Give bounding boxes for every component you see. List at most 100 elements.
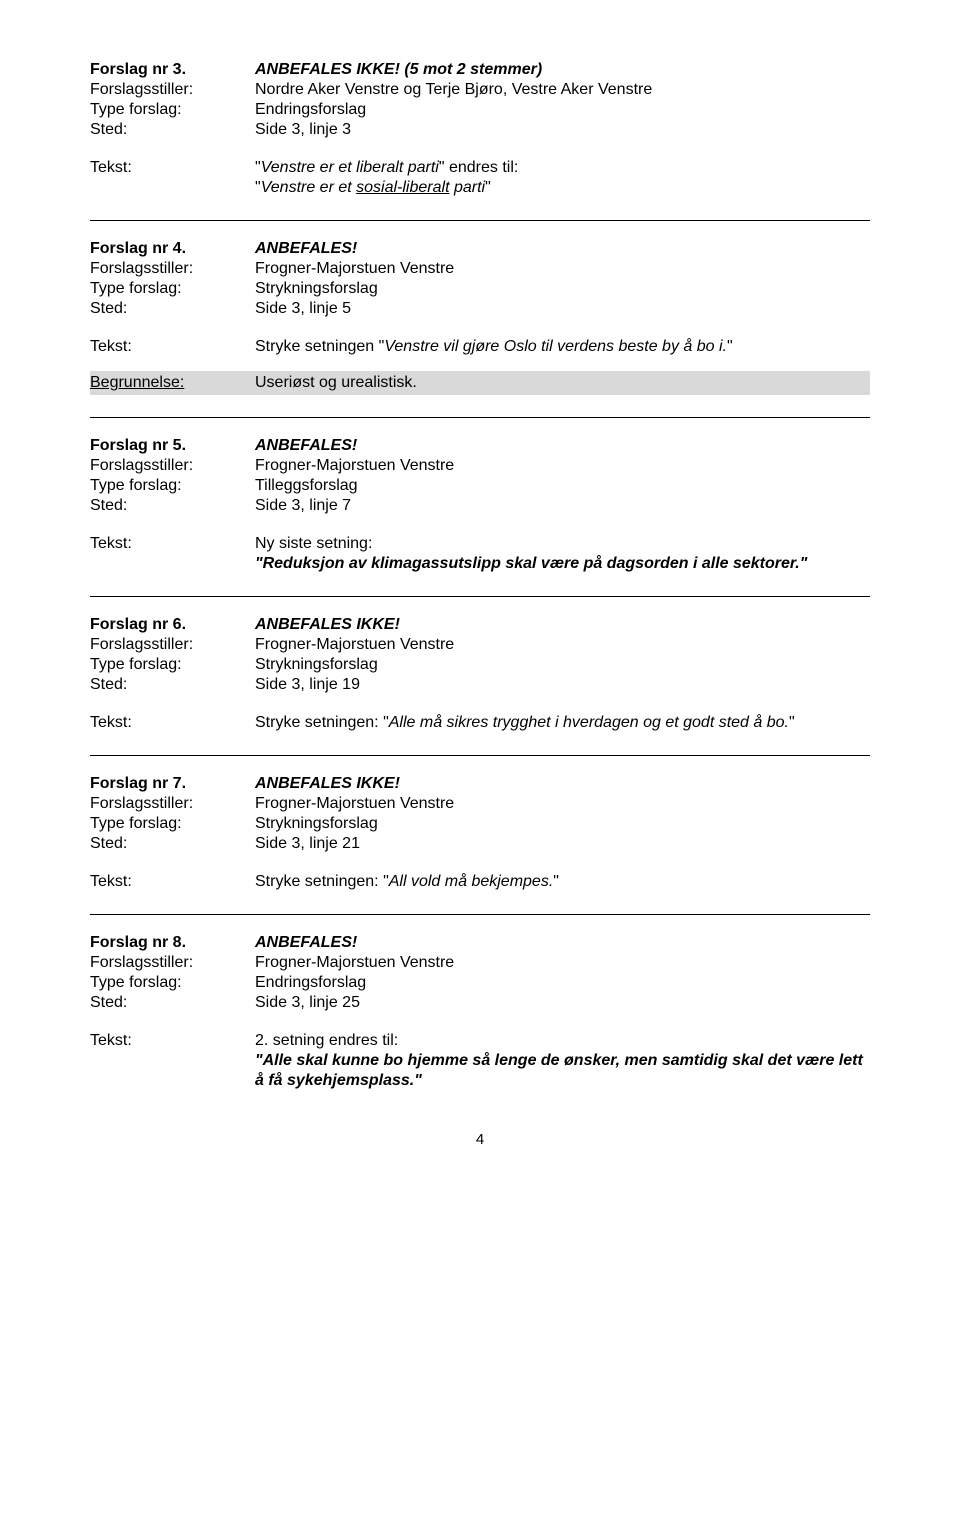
row-sted: Sted: Side 3, linje 5 <box>90 299 870 319</box>
row-begrunnelse: Begrunnelse: Useriøst og urealistisk. <box>90 371 870 395</box>
ing: Forslagsstiller: Frogner-Majorstuen Vens… <box>90 794 870 814</box>
value-tekst: Stryke setningen: "Alle må sikres tryggh… <box>255 713 870 733</box>
proposal-5: Forslag nr 5. ANBEFALES! Forslagsstiller… <box>90 436 870 574</box>
tekst-pre: 2. setning endres til: <box>255 1032 398 1049</box>
tekst-bolditalic: "Reduksjon av klimagassutslipp skal være… <box>255 555 807 572</box>
value-begrunnelse: Useriøst og urealistisk. <box>255 373 870 393</box>
separator <box>90 596 870 597</box>
tekst-post: " <box>553 873 559 890</box>
tekst-italic: Venstre vil gjøre Oslo til verdens beste… <box>384 338 727 355</box>
row-type: Type forslag: Endringsforslag <box>90 100 870 120</box>
label-type: Type forslag: <box>90 476 255 496</box>
tekst-italic: Alle må sikres trygghet i hverdagen og e… <box>389 714 789 731</box>
row-tekst: Tekst: Stryke setningen: "All vold må be… <box>90 872 870 892</box>
value-tekst: Stryke setningen "Venstre vil gjøre Oslo… <box>255 337 870 357</box>
label-tekst: Tekst: <box>90 158 255 198</box>
tekst-pre: Ny siste setning: <box>255 535 372 552</box>
proposal-8: Forslag nr 8. ANBEFALES! Forslagsstiller… <box>90 933 870 1091</box>
row-stiller: Forslagsstiller: Frogner-Majorstuen Vens… <box>90 456 870 476</box>
row-tekst: Tekst: Ny siste setning:"Reduksjon av kl… <box>90 534 870 574</box>
label-stiller: Forslagsstiller: <box>90 635 255 655</box>
row-type: Type forslag: Strykningsforslag <box>90 279 870 299</box>
proposal-status: ANBEFALES! <box>255 239 870 259</box>
proposal-status: ANBEFALES IKKE! <box>255 774 870 794</box>
proposal-status: ANBEFALES IKKE! (5 mot 2 stemmer) <box>255 60 870 80</box>
tekst-italic-2-pre: Venstre er et <box>261 179 356 196</box>
value-tekst: Ny siste setning: "Reduksjon av klimagass… <box>255 534 870 574</box>
separator <box>90 914 870 915</box>
proposal-status: ANBEFALES! <box>255 436 870 456</box>
tekst-post: " <box>727 338 733 355</box>
value-sted: Side 3, linje 25 <box>255 993 870 1013</box>
label-tekst: Tekst: <box>90 337 255 357</box>
value-stiller: Frogner-Majorstuen Venstre <box>255 456 870 476</box>
tekst-underline: sosial-liberalt <box>356 179 449 196</box>
proposal-nr: Forslag nr 5. <box>90 436 255 456</box>
value-type: Tilleggsforslag <box>255 476 870 496</box>
label-stiller: Forslagsstiller: <box>90 953 255 973</box>
value-type: Endringsforslag <box>255 973 870 993</box>
separator <box>90 417 870 418</box>
row-type: Type forslag: Strykningsforslag <box>90 655 870 675</box>
tekst-italic-2-post: parti <box>450 179 486 196</box>
row-stiller: Forslagsstiller: Frogner-Majorstuen Vens… <box>90 953 870 973</box>
proposal-nr: Forslag nr 3. <box>90 60 255 80</box>
value-sted: Side 3, linje 5 <box>255 299 870 319</box>
tekst-pre: Stryke setningen: " <box>255 873 389 890</box>
label-tekst: Tekst: <box>90 872 255 892</box>
proposal-header: Forslag nr 5. ANBEFALES! <box>90 436 870 456</box>
label-stiller: Forslagsstiller: <box>90 456 255 476</box>
tekst-pre: Stryke setningen: " <box>255 714 389 731</box>
tekst-italic: All vold må bekjempes. <box>389 873 554 890</box>
value-type: Strykningsforslag <box>255 655 870 675</box>
separator <box>90 220 870 221</box>
label-sted: Sted: <box>90 993 255 1013</box>
tekst-bolditalic: "Alle skal kunne bo hjemme så lenge de ø… <box>255 1052 863 1089</box>
row-sted: Sted: Side 3, linje 7 <box>90 496 870 516</box>
proposal-nr: Forslag nr 8. <box>90 933 255 953</box>
value-stiller: Frogner-Majorstuen Venstre <box>255 794 870 814</box>
proposal-nr: Forslag nr 4. <box>90 239 255 259</box>
value-stiller: Frogner-Majorstuen Venstre <box>255 635 870 655</box>
label-sted: Sted: <box>90 496 255 516</box>
proposal-status: ANBEFALES IKKE! <box>255 615 870 635</box>
label-type: Type forslag: <box>90 655 255 675</box>
label-sted: Sted: <box>90 675 255 695</box>
tekst-italic-1: Venstre er et liberalt parti <box>261 159 439 176</box>
row-type: Type forslag: Strykningsforslag <box>90 814 870 834</box>
proposal-nr: Forslag nr 6. <box>90 615 255 635</box>
value-sted: Side 3, linje 7 <box>255 496 870 516</box>
page-number: 4 <box>90 1131 870 1150</box>
proposal-header: Forslag nr 4. ANBEFALES! <box>90 239 870 259</box>
label-type: Type forslag: <box>90 100 255 120</box>
row-tekst: Tekst: "Venstre er et liberalt parti" en… <box>90 158 870 198</box>
label-sted: Sted: <box>90 120 255 140</box>
label-type: Type forslag: <box>90 279 255 299</box>
tekst-pre: Stryke setningen " <box>255 338 384 355</box>
label-tekst: Tekst: <box>90 713 255 733</box>
label-sted: Sted: <box>90 299 255 319</box>
value-stiller: Frogner-Majorstuen Venstre <box>255 259 870 279</box>
row-tekst: Tekst: 2. setning endres til: "Alle skal … <box>90 1031 870 1091</box>
label-sted: Sted: <box>90 834 255 854</box>
label-type: Type forslag: <box>90 973 255 993</box>
value-tekst: "Venstre er et liberalt parti" endres ti… <box>255 158 870 198</box>
value-stiller: Frogner-Majorstuen Venstre <box>255 953 870 973</box>
proposal-nr: Forslag nr 7. <box>90 774 255 794</box>
proposal-7: Forslag nr 7. ANBEFALES IKKE! Forslagsst… <box>90 774 870 892</box>
label-type: Type forslag: <box>90 814 255 834</box>
proposal-6: Forslag nr 6. ANBEFALES IKKE! Forslagsst… <box>90 615 870 733</box>
row-tekst: Tekst: Stryke setningen: "Alle må sikres… <box>90 713 870 733</box>
row-sted: Sted: Side 3, linje 21 <box>90 834 870 854</box>
row-type: Type forslag: Tilleggsforslag <box>90 476 870 496</box>
label-stiller: Forslagsstiller: <box>90 259 255 279</box>
proposal-3: Forslag nr 3. ANBEFALES IKKE! (5 mot 2 s… <box>90 60 870 198</box>
proposal-header: Forslag nr 8. ANBEFALES! <box>90 933 870 953</box>
label-stiller: Forslagsstiller: <box>90 80 255 100</box>
separator <box>90 755 870 756</box>
label-tekst: Tekst: <box>90 1031 255 1091</box>
label-begrunnelse: Begrunnelse: <box>90 373 255 393</box>
row-sted: Sted: Side 3, linje 19 <box>90 675 870 695</box>
tekst-post: " <box>789 714 795 731</box>
value-sted: Side 3, linje 21 <box>255 834 870 854</box>
